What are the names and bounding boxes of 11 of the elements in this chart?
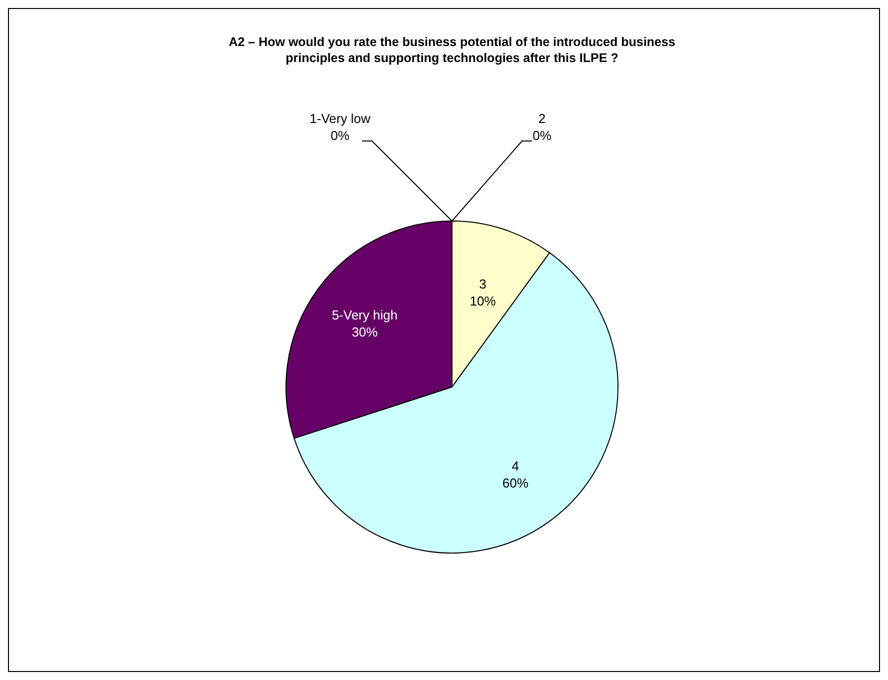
chart-title: A2 – How would you rate the business potential of the introduced business principles and supporting technologies after this ILPE ? xyxy=(228,35,676,65)
text: 0% xyxy=(532,128,552,143)
category-label: 2 xyxy=(538,111,546,126)
category-label: 1-Very low xyxy=(310,111,370,126)
data-label: 30% xyxy=(352,324,378,340)
slice-label: 3 xyxy=(479,276,486,292)
data-label: 60% xyxy=(502,475,529,490)
slice-label: 4 xyxy=(512,458,520,474)
slice-label: 5-Very high xyxy=(332,308,398,323)
text: 0% xyxy=(330,128,350,143)
data-label: 10% xyxy=(470,293,496,308)
